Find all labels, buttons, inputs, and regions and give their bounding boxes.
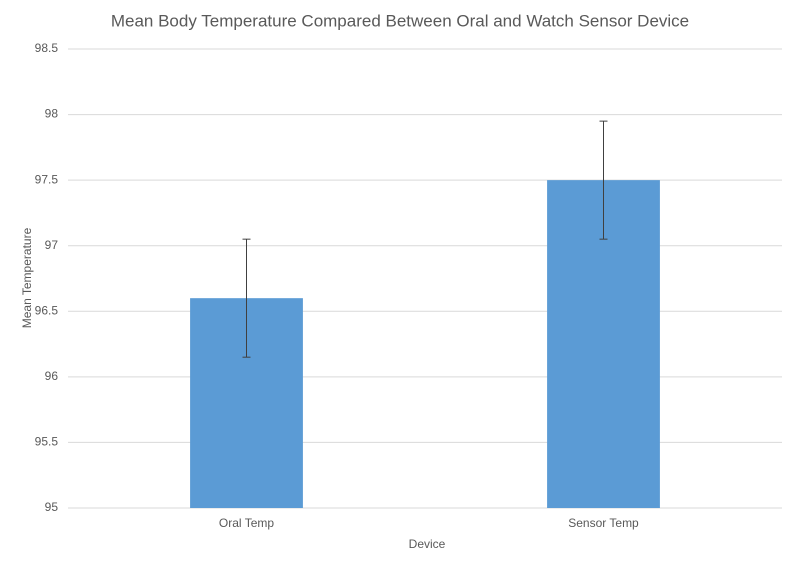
y-tick-label: 96.5 xyxy=(35,303,59,317)
y-axis-title: Mean Temperature xyxy=(20,227,34,328)
x-tick-label: Sensor Temp xyxy=(568,516,639,530)
error-bar xyxy=(599,120,608,240)
y-tick-label: 97.5 xyxy=(35,172,59,186)
y-tick-label: 98.5 xyxy=(35,41,59,55)
y-tick-label: 98 xyxy=(45,107,59,121)
y-tick-label: 97 xyxy=(45,238,59,252)
x-axis-title: Device xyxy=(409,537,446,551)
x-tick-label: Oral Temp xyxy=(219,516,274,530)
y-tick-label: 95 xyxy=(45,500,59,514)
chart-title: Mean Body Temperature Compared Between O… xyxy=(111,11,689,30)
y-tick-label: 96 xyxy=(45,369,59,383)
y-tick-label: 95.5 xyxy=(35,435,59,449)
error-bar xyxy=(242,238,251,358)
